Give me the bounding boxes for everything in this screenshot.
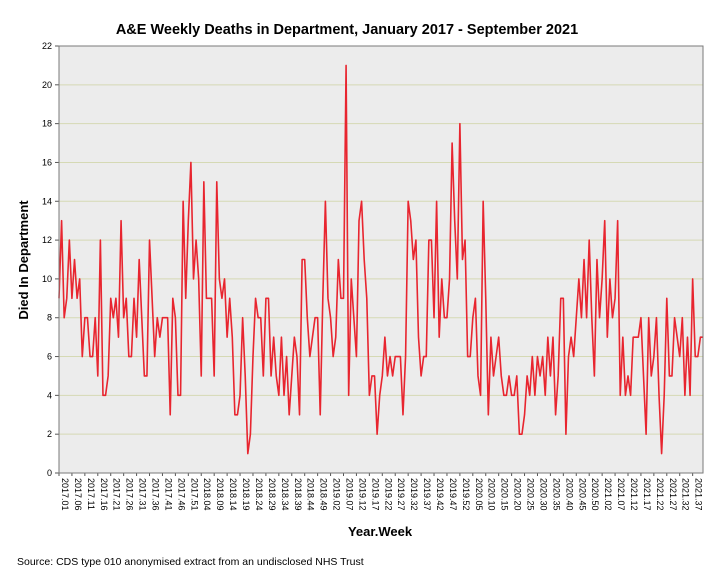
- y-tick-label: 16: [42, 157, 52, 167]
- x-tick-label: 2020.05: [474, 478, 484, 511]
- plot-frame: [58, 45, 704, 474]
- x-tick-label: 2019.37: [422, 478, 432, 511]
- x-tick-label: 2018.39: [293, 478, 303, 511]
- x-tick-label: 2018.14: [228, 478, 238, 511]
- x-tick-label: 2019.12: [357, 478, 367, 511]
- x-tick-label: 2017.26: [125, 478, 135, 511]
- y-tick-label: 6: [47, 352, 52, 362]
- x-tick-label: 2018.44: [306, 478, 316, 511]
- source-note: Source: CDS type 010 anonymised extract …: [17, 556, 364, 568]
- x-tick-label: 2018.24: [254, 478, 264, 511]
- x-tick-label: 2021.17: [642, 478, 652, 511]
- x-tick-label: 2017.01: [60, 478, 70, 511]
- x-tick-label: 2020.30: [538, 478, 548, 511]
- x-tick-label: 2018.04: [202, 478, 212, 511]
- y-axis-title: Died In Department: [16, 200, 31, 320]
- x-tick-label: 2017.36: [151, 478, 161, 511]
- chart-title: A&E Weekly Deaths in Department, January…: [116, 22, 578, 38]
- x-tick-label: 2017.16: [99, 478, 109, 511]
- x-tick-label: 2021.07: [616, 478, 626, 511]
- x-tick-label: 2019.32: [409, 478, 419, 511]
- x-tick-label: 2017.51: [189, 478, 199, 511]
- x-tick-label: 2021.27: [668, 478, 678, 511]
- y-tick-label: 0: [47, 468, 52, 478]
- x-axis-ticks: 2017.01 2017.06 2017.11 2017.16 2017.21 2017.…: [58, 473, 704, 511]
- y-tick-label: 4: [47, 390, 52, 400]
- gridlines: [59, 84, 703, 435]
- x-tick-label: 2017.21: [112, 478, 122, 511]
- x-tick-label: 2021.37: [694, 478, 704, 511]
- x-tick-label: 2017.11: [86, 478, 96, 510]
- x-tick-label: 2017.06: [73, 478, 83, 511]
- y-tick-label: 22: [42, 41, 52, 51]
- x-tick-label: 2021.02: [603, 478, 613, 511]
- series-layer: [58, 45, 704, 474]
- x-tick-label: 2018.19: [241, 478, 251, 511]
- x-tick-label: 2019.52: [461, 478, 471, 511]
- x-axis-title: Year.Week: [348, 524, 413, 539]
- x-tick-label: 2020.25: [526, 478, 536, 511]
- y-tick-label: 12: [42, 235, 52, 245]
- x-tick-label: 2019.17: [370, 478, 380, 511]
- x-tick-label: 2017.46: [176, 478, 186, 511]
- x-tick-label: 2021.22: [655, 478, 665, 511]
- x-tick-label: 2018.29: [267, 478, 277, 511]
- x-tick-label: 2020.35: [551, 478, 561, 511]
- y-axis-ticks: 0 2 4 6 8 10 12 14 16 18 20 22: [42, 41, 59, 478]
- x-tick-label: 2018.49: [319, 478, 329, 511]
- x-tick-label: 2020.15: [500, 478, 510, 511]
- y-tick-label: 10: [42, 274, 52, 284]
- x-tick-label: 2020.45: [577, 478, 587, 511]
- x-tick-label: 2019.42: [435, 478, 445, 511]
- y-tick-label: 8: [47, 313, 52, 323]
- x-tick-label: 2020.50: [590, 478, 600, 511]
- x-tick-label: 2017.41: [163, 478, 173, 511]
- x-tick-label: 2020.20: [513, 478, 523, 511]
- plot-background: [58, 45, 704, 474]
- x-tick-label: 2019.47: [448, 478, 458, 511]
- x-tick-label: 2020.10: [487, 478, 497, 511]
- y-tick-label: 2: [47, 429, 52, 439]
- y-tick-label: 14: [42, 196, 52, 206]
- x-tick-label: 2019.27: [396, 478, 406, 511]
- y-tick-label: 18: [42, 119, 52, 129]
- x-tick-label: 2020.40: [564, 478, 574, 511]
- x-tick-label: 2021.12: [629, 478, 639, 511]
- series-line-died-in-department: [58, 64, 703, 455]
- x-tick-label: 2018.34: [280, 478, 290, 511]
- x-tick-label: 2019.02: [332, 478, 342, 511]
- x-tick-label: 2019.22: [383, 478, 393, 511]
- x-tick-label: 2017.31: [138, 478, 148, 511]
- x-tick-label: 2019.07: [344, 478, 354, 511]
- y-tick-label: 20: [42, 80, 52, 90]
- x-tick-label: 2021.32: [681, 478, 691, 511]
- x-tick-label: 2018.09: [215, 478, 225, 511]
